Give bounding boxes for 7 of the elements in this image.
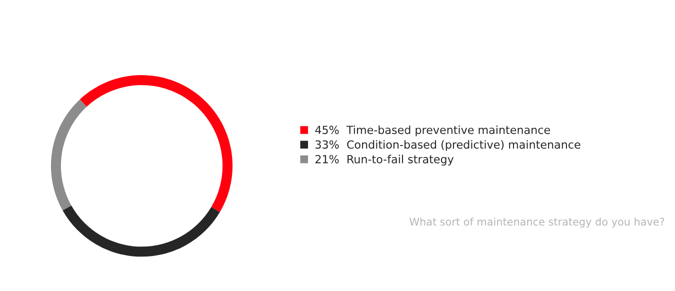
legend-label: 45% Time-based preventive maintenance <box>315 125 550 136</box>
donut-slice <box>50 99 87 210</box>
legend-label: 33% Condition-based (predictive) maintenance <box>316 140 580 151</box>
legend-label: 21% Run-to-fail strategy <box>316 154 454 166</box>
donut-slice <box>62 205 220 257</box>
donut-slice <box>80 75 233 212</box>
text: What sort of maintenance strategy do you have? <box>410 218 664 228</box>
